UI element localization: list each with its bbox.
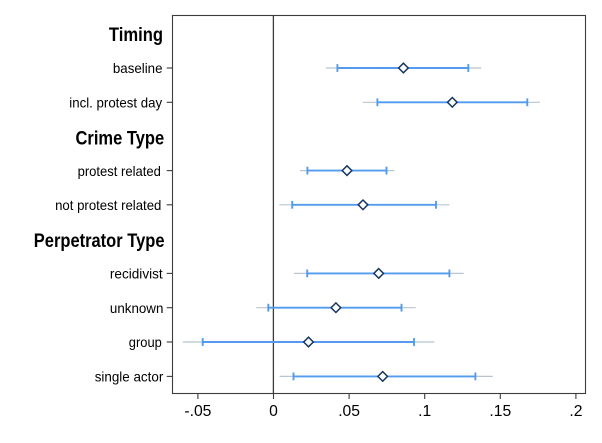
svg-text:.15: .15 [489,403,511,420]
svg-text:unknown: unknown [110,300,164,316]
svg-text:Timing: Timing [109,24,163,46]
svg-text:single actor: single actor [95,369,164,385]
svg-text:recidivist: recidivist [110,266,163,282]
svg-text:.2: .2 [569,403,582,420]
svg-text:Crime Type: Crime Type [76,127,165,149]
svg-text:protest related: protest related [78,163,161,179]
svg-text:.05: .05 [338,403,360,420]
svg-text:not protest related: not protest related [55,197,161,213]
svg-text:group: group [129,334,162,350]
svg-text:baseline: baseline [113,60,163,76]
svg-text:.1: .1 [418,403,431,420]
svg-text:-.05: -.05 [184,403,211,420]
svg-text:incl. protest day: incl. protest day [69,95,162,111]
svg-text:0: 0 [269,403,278,420]
svg-text:Perpetrator Type: Perpetrator Type [34,230,165,252]
